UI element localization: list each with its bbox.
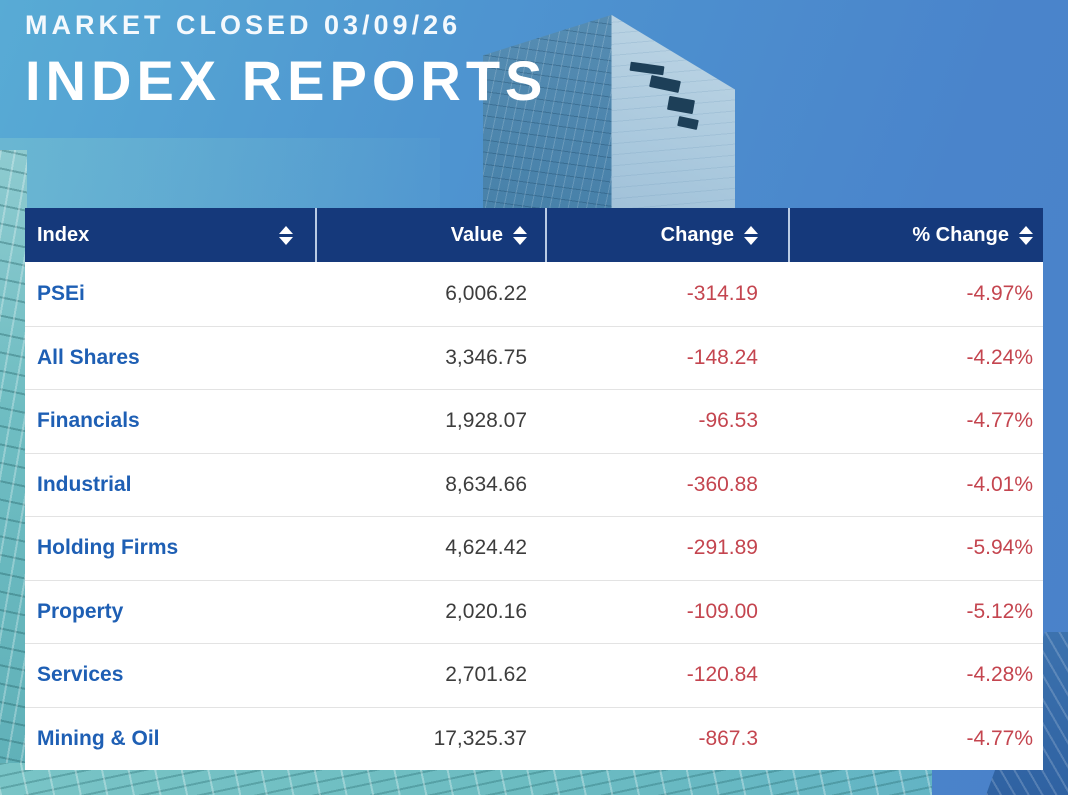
sort-icon[interactable] [744,225,758,245]
index-value: 8,634.66 [445,472,527,496]
index-value: 17,325.37 [433,726,527,750]
index-table: Index Value Change % Change PSEi 6,006.2… [25,208,1043,770]
index-change: -96.53 [698,409,758,433]
column-header-pct-change[interactable]: % Change [788,208,1043,262]
index-name-link[interactable]: Services [37,663,124,687]
page-title: INDEX REPORTS [25,49,548,112]
table-row: Mining & Oil 17,325.37 -867.3 -4.77% [25,706,1043,771]
table-row: Industrial 8,634.66 -360.88 -4.01% [25,452,1043,517]
index-value: 2,020.16 [445,599,527,623]
table-header-row: Index Value Change % Change [25,208,1043,262]
index-change: -867.3 [698,726,758,750]
index-name-link[interactable]: Holding Firms [37,536,179,560]
index-pct-change: -4.24% [966,345,1033,369]
sort-icon[interactable] [513,225,527,245]
index-value: 6,006.22 [445,281,527,305]
column-header-value[interactable]: Value [315,208,545,262]
index-name-link[interactable]: Industrial [37,472,132,496]
sort-icon[interactable] [279,225,293,245]
column-header-change-label: Change [660,223,734,246]
page-heading: MARKET CLOSED 03/09/26 INDEX REPORTS [25,10,547,113]
index-change: -148.24 [686,345,758,369]
index-pct-change: -4.77% [966,726,1033,750]
index-change: -314.19 [686,281,758,305]
index-pct-change: -5.94% [966,536,1033,560]
index-pct-change: -4.97% [966,281,1033,305]
table-row: All Shares 3,346.75 -148.24 -4.24% [25,325,1043,390]
index-name-link[interactable]: Property [37,599,124,623]
left-glass-building [0,150,27,795]
index-change: -109.00 [686,599,758,623]
index-pct-change: -4.77% [966,409,1033,433]
table-row: PSEi 6,006.22 -314.19 -4.97% [25,262,1043,326]
column-header-change[interactable]: Change [545,208,788,262]
sort-icon[interactable] [1019,225,1033,245]
index-name-link[interactable]: All Shares [37,345,140,369]
table-row: Financials 1,928.07 -96.53 -4.77% [25,389,1043,453]
index-change: -360.88 [686,472,758,496]
market-status-label: MARKET CLOSED 03/09/26 [25,10,462,40]
skyscraper [483,0,735,213]
index-change: -120.84 [686,663,758,687]
index-value: 3,346.75 [445,345,527,369]
table-body: PSEi 6,006.22 -314.19 -4.97% All Shares … [25,262,1043,770]
index-name-link[interactable]: Financials [37,409,140,433]
column-header-index-label: Index [37,223,90,246]
index-value: 2,701.62 [445,663,527,687]
index-pct-change: -4.01% [966,472,1033,496]
column-header-value-label: Value [450,223,503,246]
column-header-pct-change-label: % Change [912,223,1009,246]
column-header-index[interactable]: Index [25,208,315,262]
distant-building [0,138,440,212]
index-change: -291.89 [686,536,758,560]
table-row: Services 2,701.62 -120.84 -4.28% [25,643,1043,707]
index-pct-change: -4.28% [966,663,1033,687]
index-name-link[interactable]: Mining & Oil [37,726,160,750]
index-value: 4,624.42 [445,536,527,560]
index-name-link[interactable]: PSEi [37,281,85,305]
index-value: 1,928.07 [445,409,527,433]
index-pct-change: -5.12% [966,599,1033,623]
table-row: Property 2,020.16 -109.00 -5.12% [25,579,1043,644]
building-logo-marks [628,52,708,132]
table-row: Holding Firms 4,624.42 -291.89 -5.94% [25,516,1043,580]
